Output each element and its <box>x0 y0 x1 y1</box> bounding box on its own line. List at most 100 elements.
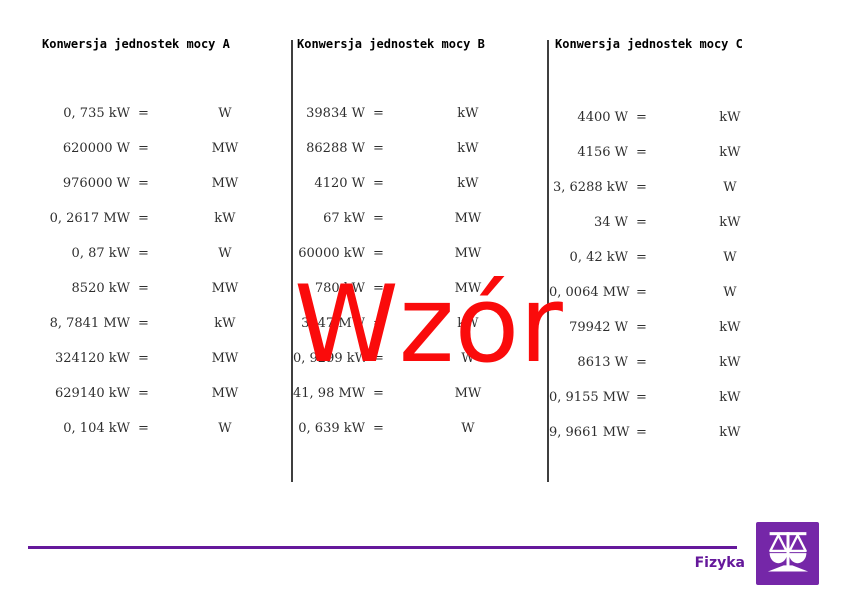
given-value: 4156 W <box>577 145 628 160</box>
target-unit: kW <box>719 110 741 125</box>
given-value: 86288 W <box>306 141 365 156</box>
conversion-row: 0, 9155 MW = kW <box>549 391 811 426</box>
column-c: Konwersja jednostek mocy C 4400 W = kW 4156… <box>549 36 811 461</box>
subject-label: Fizyka <box>694 555 745 571</box>
target-unit: W <box>461 421 475 436</box>
column-rows: 0, 735 kW = W 620000 W = MW 976000 W = MW 0, 2617… <box>28 107 280 457</box>
conversion-row: 324120 kW = MW <box>28 352 280 387</box>
given-value: 8520 kW <box>71 281 130 296</box>
equals-sign: = <box>373 421 384 436</box>
equals-sign: = <box>373 176 384 191</box>
target-unit: MW <box>454 211 482 226</box>
column-title: Konwersja jednostek mocy C <box>555 37 743 51</box>
given-value: 8613 W <box>577 355 628 370</box>
given-value: 79942 W <box>569 320 628 335</box>
equals-sign: = <box>636 250 647 265</box>
conversion-row: 8613 W = kW <box>549 356 811 391</box>
conversion-row: 67 kW = MW <box>293 212 545 247</box>
given-value: 0, 735 kW <box>63 106 130 121</box>
watermark: Wzór <box>294 263 563 386</box>
equals-sign: = <box>373 246 384 261</box>
equals-sign: = <box>138 316 149 331</box>
equals-sign: = <box>636 285 647 300</box>
equals-sign: = <box>138 281 149 296</box>
given-value: 34 W <box>593 215 628 230</box>
equals-sign: = <box>636 320 647 335</box>
conversion-row: 3, 47 MW = kW <box>293 317 545 352</box>
given-value: 60000 kW <box>298 246 365 261</box>
conversion-row: 39834 W = kW <box>293 107 545 142</box>
conversion-row: 0, 639 kW = W <box>293 422 545 457</box>
equals-sign: = <box>138 421 149 436</box>
equals-sign: = <box>373 316 384 331</box>
target-unit: MW <box>454 386 482 401</box>
conversion-row: 60000 kW = MW <box>293 247 545 282</box>
column-separator <box>291 40 293 482</box>
equals-sign: = <box>138 176 149 191</box>
target-unit: kW <box>719 320 741 335</box>
conversion-row: 8, 7841 MW = kW <box>28 317 280 352</box>
equals-sign: = <box>373 281 384 296</box>
equals-sign: = <box>636 425 647 440</box>
given-value: 39834 W <box>306 106 365 121</box>
equals-sign: = <box>636 215 647 230</box>
given-value: 0, 0064 MW <box>549 285 630 300</box>
target-unit: W <box>461 351 475 366</box>
target-unit: kW <box>214 316 236 331</box>
column-title: Konwersja jednostek mocy B <box>297 37 485 51</box>
given-value: 0, 42 kW <box>569 250 628 265</box>
equals-sign: = <box>373 141 384 156</box>
target-unit: W <box>723 285 737 300</box>
given-value: 0, 9155 MW <box>549 390 630 405</box>
conversion-row: 0, 104 kW = W <box>28 422 280 457</box>
equals-sign: = <box>138 351 149 366</box>
conversion-row: 79942 W = kW <box>549 321 811 356</box>
equals-sign: = <box>138 141 149 156</box>
equals-sign: = <box>636 110 647 125</box>
column-separator <box>547 40 549 482</box>
target-unit: W <box>723 180 737 195</box>
given-value: 629140 kW <box>55 386 130 401</box>
conversion-row: 976000 W = MW <box>28 177 280 212</box>
target-unit: MW <box>454 246 482 261</box>
footer-divider <box>28 546 737 549</box>
target-unit: kW <box>214 211 236 226</box>
column-rows: 4400 W = kW 4156 W = kW 3, 6288 kW = W 34 W = kW 0, … <box>549 111 811 461</box>
target-unit: MW <box>211 351 239 366</box>
given-value: 620000 W <box>62 141 130 156</box>
target-unit: kW <box>457 106 479 121</box>
target-unit: kW <box>719 215 741 230</box>
target-unit: kW <box>457 141 479 156</box>
equals-sign: = <box>373 351 384 366</box>
equals-sign: = <box>373 211 384 226</box>
conversion-row: 0, 87 kW = W <box>28 247 280 282</box>
target-unit: MW <box>211 281 239 296</box>
given-value: 0, 639 kW <box>298 421 365 436</box>
conversion-row: 3, 6288 kW = W <box>549 181 811 216</box>
equals-sign: = <box>138 211 149 226</box>
given-value: 67 kW <box>323 211 365 226</box>
given-value: 324120 kW <box>55 351 130 366</box>
equals-sign: = <box>138 106 149 121</box>
target-unit: MW <box>211 176 239 191</box>
given-value: 0, 9299 kW <box>293 351 368 366</box>
given-value: 4400 W <box>577 110 628 125</box>
given-value: 780 kW <box>314 281 365 296</box>
column-a: Konwersja jednostek mocy A 0, 735 kW = W 62… <box>28 36 280 457</box>
conversion-row: 34 W = kW <box>549 216 811 251</box>
conversion-row: 0, 735 kW = W <box>28 107 280 142</box>
equals-sign: = <box>373 106 384 121</box>
target-unit: kW <box>719 145 741 160</box>
target-unit: W <box>218 246 232 261</box>
scales-icon <box>756 522 819 585</box>
conversion-row: 4400 W = kW <box>549 111 811 146</box>
given-value: 976000 W <box>62 176 130 191</box>
target-unit: kW <box>719 355 741 370</box>
column-rows: 39834 W = kW 86288 W = kW 4120 W = kW 67 kW = MW 600… <box>293 107 545 457</box>
given-value: 0, 87 kW <box>71 246 130 261</box>
given-value: 3, 47 MW <box>301 316 365 331</box>
equals-sign: = <box>636 180 647 195</box>
given-value: 8, 7841 MW <box>49 316 130 331</box>
target-unit: MW <box>211 386 239 401</box>
